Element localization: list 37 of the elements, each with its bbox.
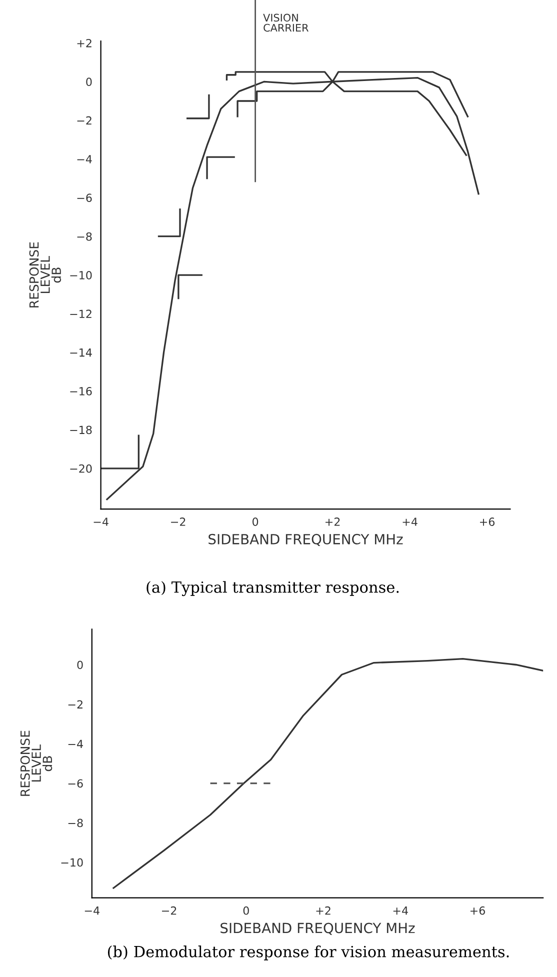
x-tick-label: 0: [243, 906, 249, 915]
y-tick-label: −10: [70, 271, 92, 280]
y-tick-label: −8: [77, 232, 92, 241]
y-tick-label: 0: [86, 78, 92, 86]
y-tick-label: −6: [77, 194, 92, 202]
x-tick-label: +6: [470, 906, 486, 915]
x-axis-title: SIDEBAND FREQUENCY MHz: [220, 922, 415, 935]
y-tick-label: −2: [77, 116, 92, 125]
y-tick-label: −16: [70, 387, 92, 396]
text: (a) Typical transmitter response.: [146, 581, 399, 596]
x-tick-label: +2: [316, 906, 330, 915]
ref-line-label: VISION CARRIER: [263, 14, 308, 32]
y-tick-label: −10: [61, 858, 83, 867]
text: (b) Demodulator response for vision measurements.: [108, 946, 509, 960]
x-tick-label: −2: [171, 518, 186, 526]
y-tick-label: −8: [68, 818, 83, 828]
x-tick-label: −2: [162, 906, 176, 915]
y-axis-title: RESPONSE LEVEL dB: [29, 242, 62, 308]
y-tick-label: −4: [77, 155, 92, 164]
y-tick-label: −18: [70, 426, 92, 434]
y-tick-label: −14: [70, 348, 92, 357]
y-tick-label: 0: [77, 660, 83, 670]
y-tick-label: +2: [77, 38, 92, 48]
x-tick-label: +4: [393, 906, 408, 915]
y-axis-title: RESPONSE LEVEL dB: [20, 730, 52, 796]
x-tick-label: +2: [326, 518, 340, 526]
x-tick-label: +6: [480, 518, 495, 526]
y-tick-label: −2: [68, 700, 82, 708]
x-tick-label: −4: [84, 906, 100, 915]
x-axis-title: SIDEBAND FREQUENCY MHz: [208, 534, 403, 546]
x-tick-label: −4: [94, 518, 108, 526]
x-tick-label: 0: [252, 518, 258, 526]
y-tick-label: −4: [68, 740, 83, 748]
y-tick-label: −6: [68, 779, 83, 788]
y-tick-label: −12: [70, 310, 92, 318]
x-tick-label: +4: [402, 518, 418, 526]
y-tick-label: −20: [70, 464, 92, 473]
